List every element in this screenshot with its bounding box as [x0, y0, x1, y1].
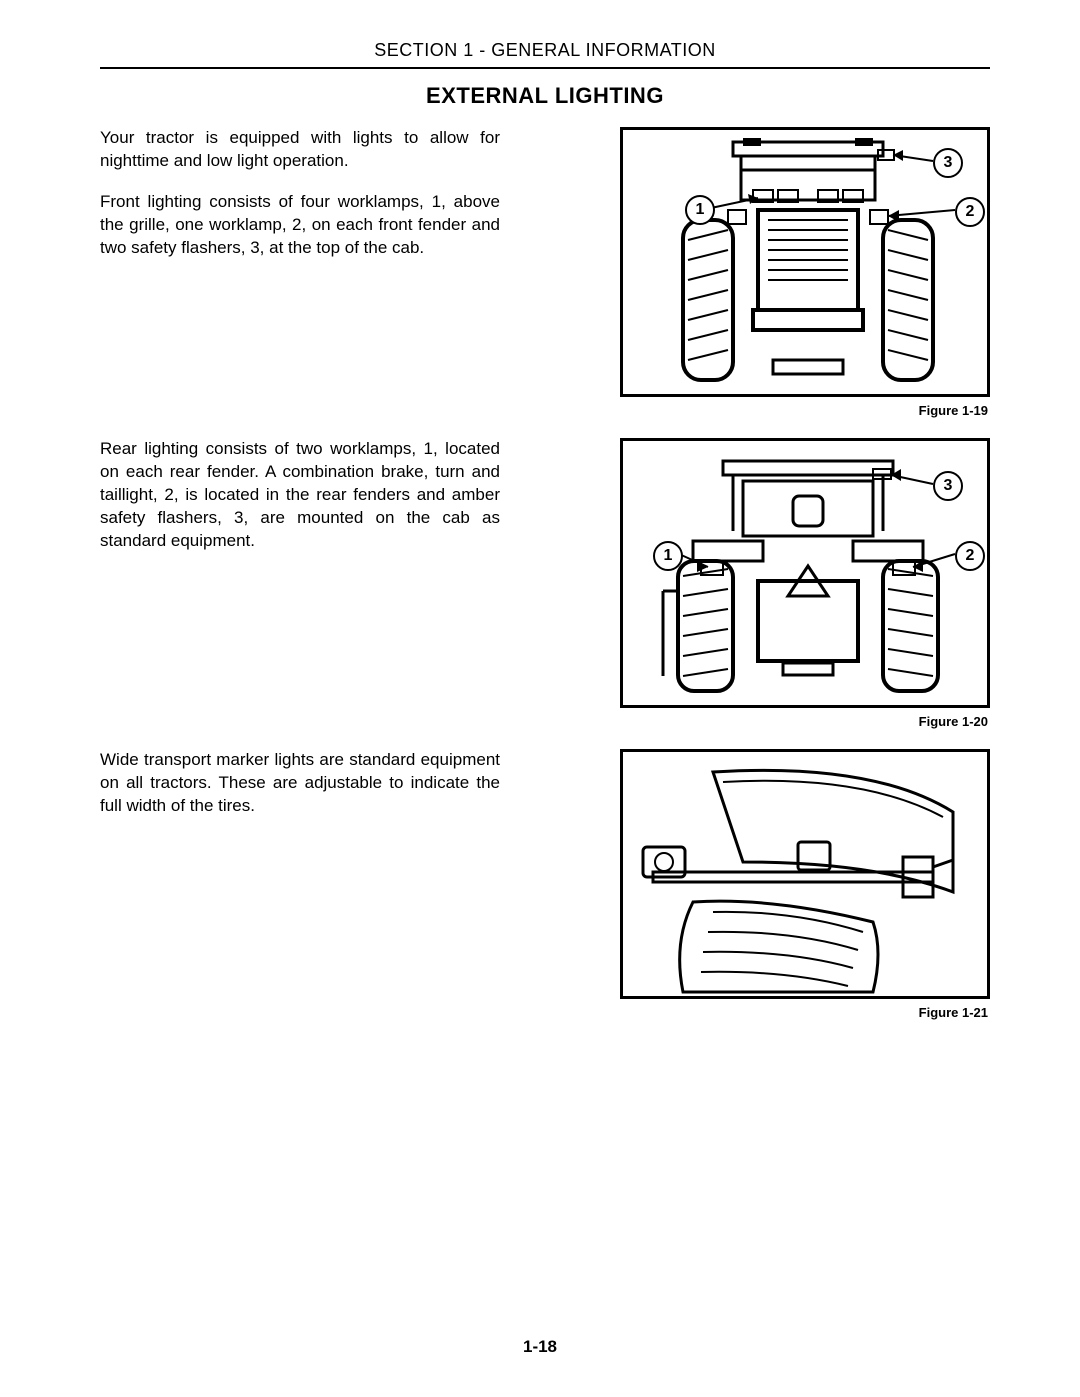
text-column: Wide transport marker lights are standar… [100, 749, 510, 836]
figure-box: 1 2 3 [620, 127, 990, 397]
callout-label: 1 [653, 541, 683, 571]
content-row: Your tractor is equipped with lights to … [100, 127, 990, 418]
callout-label: 2 [955, 541, 985, 571]
figure-caption: Figure 1-19 [919, 403, 990, 418]
manual-page: SECTION 1 - GENERAL INFORMATION EXTERNAL… [0, 0, 1080, 1397]
page-title: EXTERNAL LIGHTING [100, 83, 990, 109]
figure-box [620, 749, 990, 999]
paragraph: Wide transport marker lights are standar… [100, 749, 500, 818]
figure-box: 1 2 3 [620, 438, 990, 708]
callout-label: 3 [933, 471, 963, 501]
paragraph: Front lighting consists of four worklamp… [100, 191, 500, 260]
section-header: SECTION 1 - GENERAL INFORMATION [100, 40, 990, 69]
page-number: 1-18 [0, 1337, 1080, 1357]
paragraph: Your tractor is equipped with lights to … [100, 127, 500, 173]
marker-light-icon [623, 752, 993, 1002]
text-column: Rear lighting consists of two worklamps,… [100, 438, 510, 571]
content-row: Rear lighting consists of two worklamps,… [100, 438, 990, 729]
paragraph: Rear lighting consists of two worklamps,… [100, 438, 500, 553]
callout-label: 1 [685, 195, 715, 225]
callout-label: 3 [933, 148, 963, 178]
figure-column: 1 2 3 Figure 1-19 [510, 127, 990, 418]
figure-caption: Figure 1-21 [919, 1005, 990, 1020]
figure-column: Figure 1-21 [510, 749, 990, 1020]
content-row: Wide transport marker lights are standar… [100, 749, 990, 1020]
figure-caption: Figure 1-20 [919, 714, 990, 729]
callout-label: 2 [955, 197, 985, 227]
figure-column: 1 2 3 Figure 1-20 [510, 438, 990, 729]
text-column: Your tractor is equipped with lights to … [100, 127, 510, 278]
